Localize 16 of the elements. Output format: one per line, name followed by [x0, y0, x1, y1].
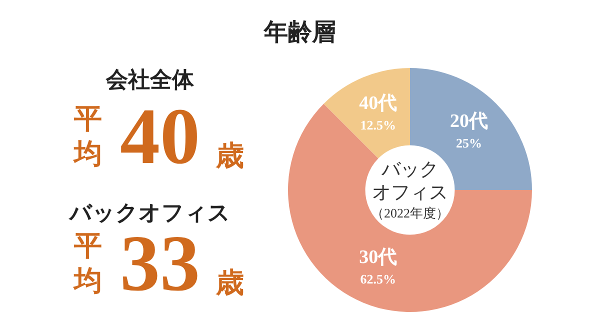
data-label: 12.5% [360, 117, 396, 132]
text: （2022年度） [371, 205, 449, 221]
text: 平均 [73, 230, 103, 299]
text: 歳 [216, 141, 244, 172]
text: 歳 [216, 268, 244, 299]
data-label: 25% [456, 135, 482, 150]
text: 平均 [73, 103, 103, 172]
data-label: 62.5% [360, 271, 396, 286]
text: オフィス [371, 182, 449, 205]
slice-label: 40代 [359, 92, 398, 114]
slice-label: 30代 [359, 246, 398, 268]
text: 40 [120, 93, 200, 181]
text: バック [380, 159, 440, 182]
text: 会社全体 [106, 67, 194, 92]
chart-title: 年齢層 [264, 19, 336, 48]
slice-label: 20代 [450, 110, 488, 132]
